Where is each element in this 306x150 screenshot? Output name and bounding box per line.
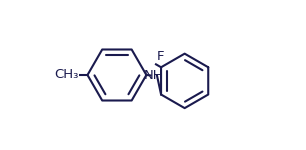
Text: NH: NH [144,69,163,82]
Text: CH₃: CH₃ [54,69,79,81]
Text: F: F [157,50,164,63]
